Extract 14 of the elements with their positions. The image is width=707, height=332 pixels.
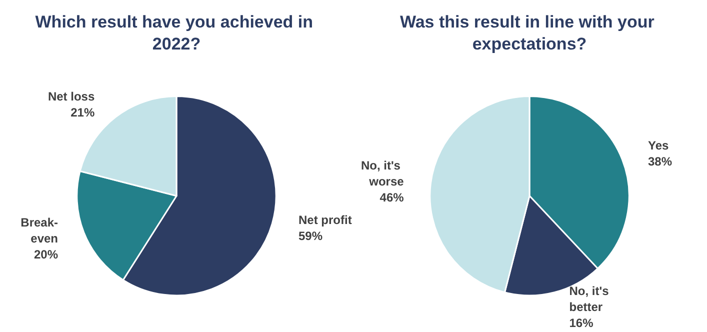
data-label: 16% [569, 316, 594, 330]
slice-label: No, it's worse [360, 158, 404, 188]
data-label: 59% [298, 229, 323, 244]
slice-label: No, it's better [569, 284, 612, 314]
slice-label: Net profit [298, 213, 352, 228]
chart-title: Was this result in line with your expectations? [400, 12, 660, 54]
data-label: 46% [380, 190, 404, 204]
data-label: 20% [34, 247, 58, 262]
data-label: 21% [70, 106, 95, 120]
slice-label: Yes [648, 138, 669, 152]
data-label: 38% [648, 154, 672, 168]
chart-title: Which result have you achieved in 2022? [35, 12, 318, 54]
slice-label: Net loss [48, 90, 95, 104]
slice-label: Break-even [20, 215, 58, 246]
